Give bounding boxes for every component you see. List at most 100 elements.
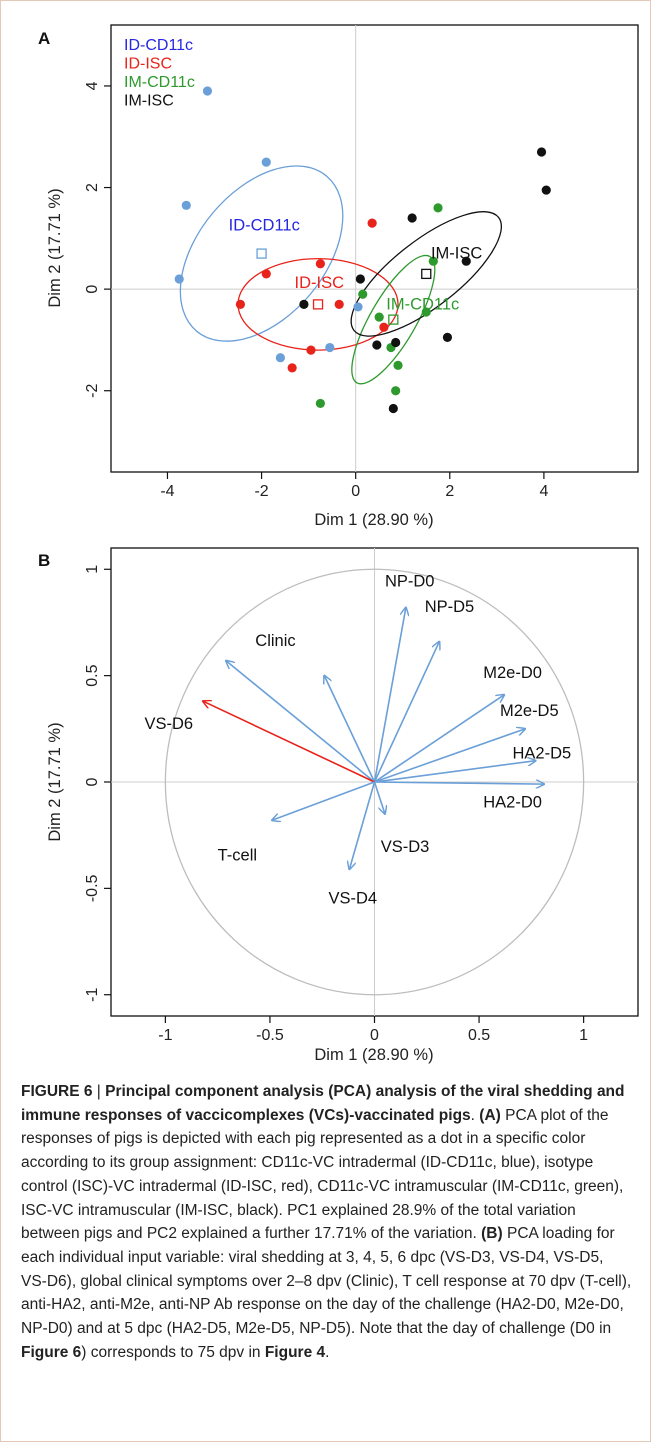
y-tick-label: 1 [84, 565, 101, 574]
y-tick-label: -1 [84, 988, 101, 1002]
panel-a-reference-lines [111, 25, 638, 472]
arrow-label-vs-d3: VS-D3 [381, 838, 430, 856]
arrow-unlabeled-7 [324, 676, 376, 783]
panel-b-letter: B [38, 551, 50, 570]
panel-b-arrow-labels: NP-D0 NP-D5 M2e-D0 M2e-D5 HA2-D5 HA2-D0 Clinic… [144, 572, 571, 907]
point-im-isc-2 [407, 213, 417, 223]
point-id-cd11c-0 [202, 86, 213, 96]
arrow-vs-d6 [203, 701, 375, 783]
point-id-cd11c-5 [325, 342, 335, 353]
y-tick-label: 0.5 [84, 664, 101, 686]
panel-a-letter: A [38, 29, 50, 48]
caption-part-a-text: PCA plot of the responses of pigs is dep… [21, 1106, 624, 1243]
y-tick-label: 0 [84, 285, 101, 294]
point-im-cd11c-7 [391, 386, 401, 396]
arrow-label-np-d5: NP-D5 [425, 598, 475, 616]
point-im-cd11c-3 [374, 312, 384, 322]
x-tick-label: -2 [254, 483, 268, 500]
panel-b-y-axis-label: Dim 2 (17.71 %) [46, 722, 64, 841]
x-tick-label: 0 [370, 1027, 379, 1044]
point-im-isc-4 [372, 340, 382, 350]
point-id-cd11c-1 [261, 157, 271, 167]
group-label-im-isc: IM-ISC [431, 245, 482, 263]
point-id-cd11c-6 [353, 302, 363, 312]
point-id-isc-6 [367, 218, 377, 228]
caption-title: Principal component analysis (PCA) analy… [21, 1083, 625, 1124]
arrow-label-np-d0: NP-D0 [385, 572, 435, 590]
legend-entry-im-cd11c: IM-CD11c [124, 74, 195, 91]
figure-caption: FIGURE 6 | Principal component analysis … [21, 1080, 633, 1364]
point-id-isc-2 [315, 259, 325, 269]
ellipse-id-cd11c [179, 165, 344, 342]
panel-a-ellipses [179, 165, 503, 385]
centroid-im-cd11c [388, 314, 399, 325]
caption-figure-ref-1[interactable]: Figure 6 [21, 1343, 82, 1361]
caption-end-text: . [325, 1343, 330, 1361]
panel-b-axes: -1 -0.5 0 0.5 1 -1 -0.5 0 0.5 1 [84, 565, 588, 1044]
arrow-m2e-d0 [374, 695, 505, 783]
point-im-cd11c-6 [393, 360, 403, 370]
arrow-vs-d3 [373, 781, 385, 814]
point-im-cd11c-8 [315, 398, 325, 409]
caption-title-end: . [470, 1106, 480, 1124]
arrow-label-vs-d4: VS-D4 [328, 889, 377, 907]
panel-a-x-axis-label: Dim 1 (28.90 %) [314, 511, 433, 529]
point-im-isc-3 [461, 256, 471, 266]
panel-a-axes: -4 -2 0 2 4 -2 0 2 4 [84, 81, 548, 500]
caption-figure-ref-2[interactable]: Figure 4 [264, 1343, 326, 1361]
y-tick-label: 0 [84, 777, 101, 786]
arrow-ha2-d0 [374, 782, 544, 784]
caption-mid-text: ) corresponds to 75 dpv in [81, 1343, 265, 1361]
point-im-isc-9 [541, 185, 551, 195]
arrow-clinic [226, 661, 376, 783]
x-tick-label: -1 [158, 1027, 172, 1044]
arrow-label-ha2-d5: HA2-D5 [513, 745, 572, 763]
point-im-cd11c-2 [358, 289, 368, 299]
panel-b: B NP-D0 NP-D5 M2e-D0 M2e-D5 HA2-D5 HA2-D0 Clin… [38, 547, 639, 1064]
caption-part-b-text: PCA loading for each individual input va… [21, 1225, 632, 1338]
legend-entry-im-isc: IM-ISC [124, 93, 174, 110]
y-tick-label: -0.5 [84, 874, 101, 902]
point-id-cd11c-3 [174, 274, 184, 284]
arrow-label-clinic: Clinic [255, 632, 295, 650]
y-tick-label: 2 [84, 183, 101, 192]
x-tick-label: 2 [445, 483, 454, 500]
correlation-circle [164, 568, 585, 996]
x-tick-label: 4 [539, 483, 548, 500]
panel-a-group-labels: ID-CD11c ID-ISC IM-CD11c IM-ISC [229, 217, 483, 314]
y-tick-label: 4 [84, 81, 101, 90]
arrow-np-d5 [373, 642, 440, 783]
point-id-isc-0 [261, 269, 271, 279]
arrow-label-vs-d6: VS-D6 [144, 715, 193, 733]
caption-separator: | [92, 1083, 106, 1100]
arrow-label-t-cell: T-cell [218, 847, 257, 865]
centroid-im-isc [421, 268, 432, 280]
ellipse-im-cd11c [351, 254, 436, 385]
arrow-t-cell [272, 781, 375, 820]
caption-figure-label: FIGURE 6 [21, 1083, 93, 1100]
arrow-ha2-d5 [374, 761, 536, 783]
panel-a-plot-area [110, 24, 639, 473]
x-tick-label: -0.5 [256, 1027, 284, 1044]
point-im-isc-7 [388, 403, 398, 414]
group-label-id-isc: ID-ISC [295, 274, 345, 292]
legend-entry-id-isc: ID-ISC [124, 56, 172, 73]
point-im-isc-5 [391, 337, 401, 348]
arrow-label-m2e-d0: M2e-D0 [483, 664, 542, 682]
point-im-isc-6 [442, 332, 453, 342]
point-im-cd11c-0 [433, 203, 443, 213]
caption-part-b-label: (B) [481, 1225, 503, 1243]
point-id-cd11c-4 [275, 353, 285, 363]
point-id-cd11c-2 [181, 200, 191, 210]
point-im-cd11c-1 [428, 256, 438, 266]
centroid-id-cd11c [256, 248, 267, 259]
group-label-id-cd11c: ID-CD11c [229, 217, 300, 235]
arrow-m2e-d5 [374, 729, 526, 783]
ellipse-im-isc [350, 211, 503, 337]
point-im-cd11c-5 [421, 307, 431, 317]
x-tick-label: 0 [351, 483, 360, 500]
point-im-isc-8 [536, 147, 547, 157]
x-tick-label: -4 [160, 483, 174, 500]
